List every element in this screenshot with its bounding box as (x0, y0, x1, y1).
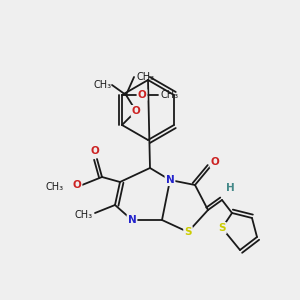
Text: CH₃: CH₃ (160, 90, 178, 100)
Text: S: S (184, 227, 192, 237)
Text: CH₃: CH₃ (46, 182, 64, 192)
Text: N: N (166, 175, 174, 185)
Text: CH₃: CH₃ (136, 72, 154, 82)
Text: N: N (128, 215, 136, 225)
Text: H: H (226, 183, 234, 193)
Text: O: O (132, 106, 140, 116)
Text: CH₃: CH₃ (75, 210, 93, 220)
Text: O: O (91, 146, 99, 156)
Text: CH₃: CH₃ (94, 80, 112, 90)
Text: O: O (211, 157, 219, 167)
Text: O: O (73, 180, 81, 190)
Text: O: O (138, 90, 146, 100)
Text: S: S (218, 223, 226, 233)
